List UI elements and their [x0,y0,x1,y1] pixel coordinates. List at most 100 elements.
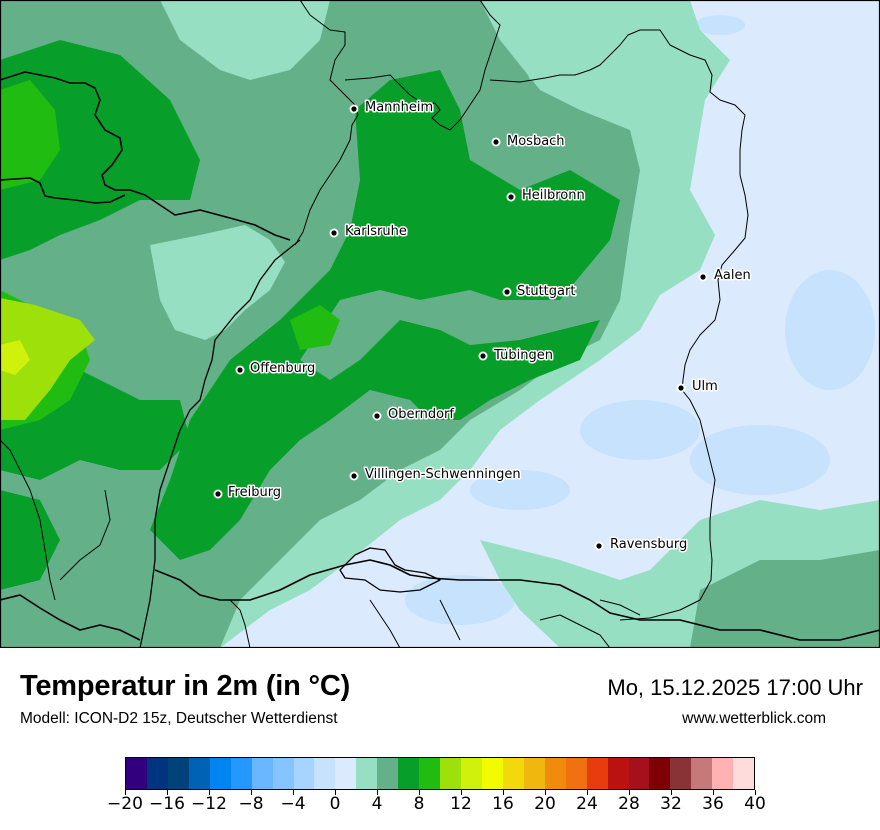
map-title: Temperatur in 2m (in °C) [20,670,351,702]
colorbar-tick [334,790,336,795]
colorbar-segment [293,758,315,789]
website-link[interactable]: www.wetterblick.com [682,710,826,727]
colorbar-tick [208,790,210,795]
colorbar-segment [565,758,587,789]
colorbar-segment [481,758,503,789]
city-ravensburg[interactable]: Ravensburg [594,536,689,554]
colorbar-segment [230,758,252,789]
temp-field-10-12 [0,298,95,420]
colorbar-tick [754,790,756,795]
city-label: Aalen [714,268,751,283]
city-villingen-schwenningen[interactable]: Villingen-Schwenningen [349,466,522,484]
colorbar-segment [335,758,357,789]
city-dot-icon [504,289,510,295]
city-dot-icon [700,274,706,280]
city-oberndorf[interactable]: Oberndorf [372,406,456,424]
city-label: Tübingen [493,348,553,363]
temp-field-4-6-south [690,550,880,648]
city-freiburg[interactable]: Freiburg [213,484,283,502]
city-karlsruhe[interactable]: Karlsruhe [329,223,408,241]
colorbar-tick-label: 20 [534,794,556,814]
colorbar-tick-label: 28 [618,794,640,814]
city-label: Stuttgart [517,284,575,299]
colorbar-segment [586,758,608,789]
city-mannheim[interactable]: Mannheim [349,99,435,117]
colorbar-segment [167,758,189,789]
city-ulm[interactable]: Ulm [676,378,719,396]
city-label: Ravensburg [610,537,687,552]
temperature-map: Mannheim Mosbach Heilbronn Karlsruhe Aal [0,0,880,648]
city-aalen[interactable]: Aalen [698,267,752,285]
city-dot-icon [331,230,337,236]
colorbar-segment [188,758,210,789]
colorbar-tick-label: −16 [149,794,185,814]
city-dot-icon [351,106,357,112]
temp-field-6-8-center [150,70,620,560]
colorbar-tick-label: 24 [576,794,598,814]
forecast-datetime: Mo, 15.12.2025 17:00 Uhr [607,675,863,700]
colorbar-tick-label: 36 [702,794,724,814]
model-source: Modell: ICON-D2 15z, Deutscher Wetterdie… [20,710,338,727]
borders [0,0,880,648]
city-dot-icon [493,139,499,145]
colorbar-tick [502,790,504,795]
temp-field-8-10 [0,80,60,190]
colorbar-segment [377,758,399,789]
city-dot-icon [374,413,380,419]
city-label: Villingen-Schwenningen [365,467,521,482]
city-dot-icon [678,385,684,391]
city-dot-icon [351,473,357,479]
temp-field-8-10-patch [290,305,340,350]
colorbar-tick [544,790,546,795]
colorbar-segment [649,758,671,789]
colorbar-tick-label: 12 [450,794,472,814]
colorbar-segment [691,758,713,789]
temp-field-6-8-west [0,40,200,260]
colorbar-tick-label: 4 [371,794,383,814]
colorbar-segment [733,758,755,789]
colorbar-segment [628,758,650,789]
city-offenburg[interactable]: Offenburg [235,360,317,378]
city-heilbronn[interactable]: Heilbronn [506,187,586,205]
city-label: Karlsruhe [345,224,407,239]
city-dot-icon [237,367,243,373]
colorbar-segment [523,758,545,789]
city-label: Heilbronn [522,188,585,203]
colorbar-tick [250,790,252,795]
colorbar-tick [292,790,294,795]
colorbar-segment [461,758,482,789]
city-label: Oberndorf [388,407,454,422]
temp-field-2-4-pocket-north [160,0,330,80]
city-dot-icon [480,353,486,359]
colorbar-tick [166,790,168,795]
city-mosbach[interactable]: Mosbach [491,133,566,151]
colorbar-tick [418,790,420,795]
colorbar-segment [398,758,420,789]
colorbar-segment [251,758,273,789]
colorbar-tick-label: 40 [744,794,766,814]
colorbar-segment [146,758,168,789]
city-stuttgart[interactable]: Stuttgart [502,283,577,301]
city-label: Mannheim [365,100,433,115]
colorbar-tick [670,790,672,795]
map-canvas: Mannheim Mosbach Heilbronn Karlsruhe Aal [0,0,880,648]
colorbar-segment [670,758,692,789]
colorbar-tick-label: 32 [660,794,682,814]
colorbar-segment [209,758,231,789]
colorbar-segment [544,758,566,789]
city-dot-icon [508,194,514,200]
city-label: Ulm [692,379,718,394]
colorbar-segment [272,758,294,789]
temp-field-12-14 [0,340,30,375]
colorbar-ticks: −20 −16 −12 −8 −4 0 4 8 12 16 20 24 28 32 36 40 [107,790,766,830]
city-label: Offenburg [250,361,315,376]
city-tuebingen[interactable]: Tübingen [478,347,555,365]
city-dot-icon [215,491,221,497]
colorbar-segment [607,758,629,789]
colorbar-tick-label: −12 [191,794,227,814]
temp-field-2-4-pocket [150,225,285,340]
colorbar-segment [502,758,524,789]
colorbar-tick-label: 0 [329,794,341,814]
colorbar-segment [314,758,336,789]
city-label: Mosbach [507,134,565,149]
